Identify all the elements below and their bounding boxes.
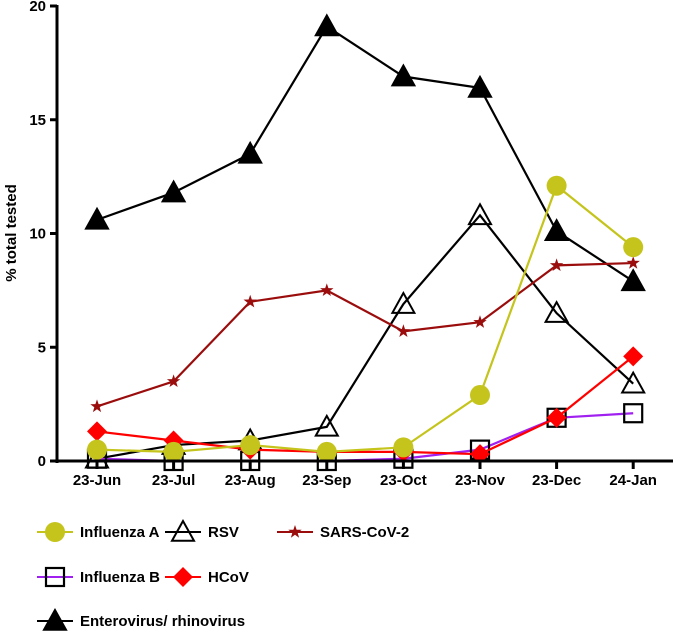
data-point xyxy=(240,435,261,456)
series-influenza-a xyxy=(87,175,644,462)
y-ticks: 0 5 10 15 20 xyxy=(29,0,57,470)
data-point xyxy=(543,300,570,323)
legend-marker-icon xyxy=(288,525,302,538)
data-point xyxy=(243,294,257,308)
series-rsv xyxy=(84,202,646,469)
data-point xyxy=(87,421,107,442)
x-tick-label: 23-Jun xyxy=(73,472,121,489)
x-ticks: 23-Jun 23-Jul 23-Aug 23-Sep 23-Oct 23-Nov 23-D… xyxy=(73,461,657,489)
data-point xyxy=(87,439,107,460)
legend-label: RSV xyxy=(208,524,239,541)
y-tick-label: 5 xyxy=(38,339,46,356)
legend-item: HCoV xyxy=(165,567,249,587)
data-point xyxy=(393,437,414,458)
data-point xyxy=(314,413,340,437)
legend-marker-icon xyxy=(45,522,65,542)
y-tick-label: 15 xyxy=(29,112,46,129)
data-point xyxy=(546,175,567,196)
data-point xyxy=(84,206,110,230)
data-point xyxy=(316,441,337,462)
x-tick-label: 23-Oct xyxy=(380,472,427,489)
data-point xyxy=(543,218,570,242)
data-point xyxy=(623,403,644,424)
data-point xyxy=(320,283,334,296)
legend-item: SARS-CoV-2 xyxy=(277,524,409,541)
legend-label: HCoV xyxy=(208,569,249,586)
data-point xyxy=(473,315,487,328)
series-line xyxy=(96,213,634,460)
series-line xyxy=(96,183,634,454)
data-point xyxy=(620,370,646,394)
data-point xyxy=(549,258,564,271)
y-axis-label: % total tested xyxy=(3,184,20,282)
data-point xyxy=(467,74,493,98)
data-point xyxy=(90,399,104,413)
data-point xyxy=(163,441,184,462)
y-tick-label: 20 xyxy=(29,0,46,15)
x-tick-label: 24-Jan xyxy=(609,472,657,489)
legend-marker-icon xyxy=(42,607,68,631)
data-point xyxy=(160,179,187,203)
legend-marker-icon xyxy=(44,566,66,588)
data-point xyxy=(623,237,644,258)
data-point xyxy=(546,407,567,428)
legend: Influenza A RSV SARS-CoV-2 Influenza B HCoV E… xyxy=(37,518,409,631)
legend-item: Influenza A xyxy=(37,522,160,542)
legend-label: Influenza B xyxy=(80,569,160,586)
data-point xyxy=(314,13,340,37)
series-enterovirus-rhinovirus xyxy=(84,13,646,292)
legend-label: Enterovirus/ rhinovirus xyxy=(80,613,245,630)
data-point xyxy=(166,374,181,387)
x-tick-label: 23-Aug xyxy=(225,472,276,489)
data-point xyxy=(470,385,490,406)
data-point xyxy=(390,290,417,314)
legend-label: Influenza A xyxy=(80,524,160,541)
legend-marker-icon xyxy=(173,567,193,587)
legend-marker-icon xyxy=(170,518,196,542)
series-line xyxy=(96,24,634,283)
data-point xyxy=(237,140,263,164)
y-tick-label: 10 xyxy=(29,226,46,243)
x-tick-label: 23-Dec xyxy=(532,472,581,489)
series-line xyxy=(96,261,634,408)
data-point xyxy=(396,324,411,337)
x-tick-label: 23-Sep xyxy=(302,472,351,489)
series-line xyxy=(96,355,634,456)
series-sars-cov-2 xyxy=(90,256,640,413)
legend-item: Enterovirus/ rhinovirus xyxy=(37,607,245,631)
data-point xyxy=(626,256,640,269)
data-point xyxy=(470,444,490,465)
x-tick-label: 23-Jul xyxy=(152,472,195,489)
legend-label: SARS-CoV-2 xyxy=(320,524,409,541)
data-point xyxy=(467,202,493,226)
data-point xyxy=(620,268,646,292)
legend-item: Influenza B xyxy=(37,566,160,588)
series-layer xyxy=(84,13,646,472)
y-tick-label: 0 xyxy=(38,453,46,470)
data-point xyxy=(623,346,644,367)
x-tick-label: 23-Nov xyxy=(455,472,506,489)
legend-item: RSV xyxy=(165,518,239,542)
data-point xyxy=(390,63,417,87)
